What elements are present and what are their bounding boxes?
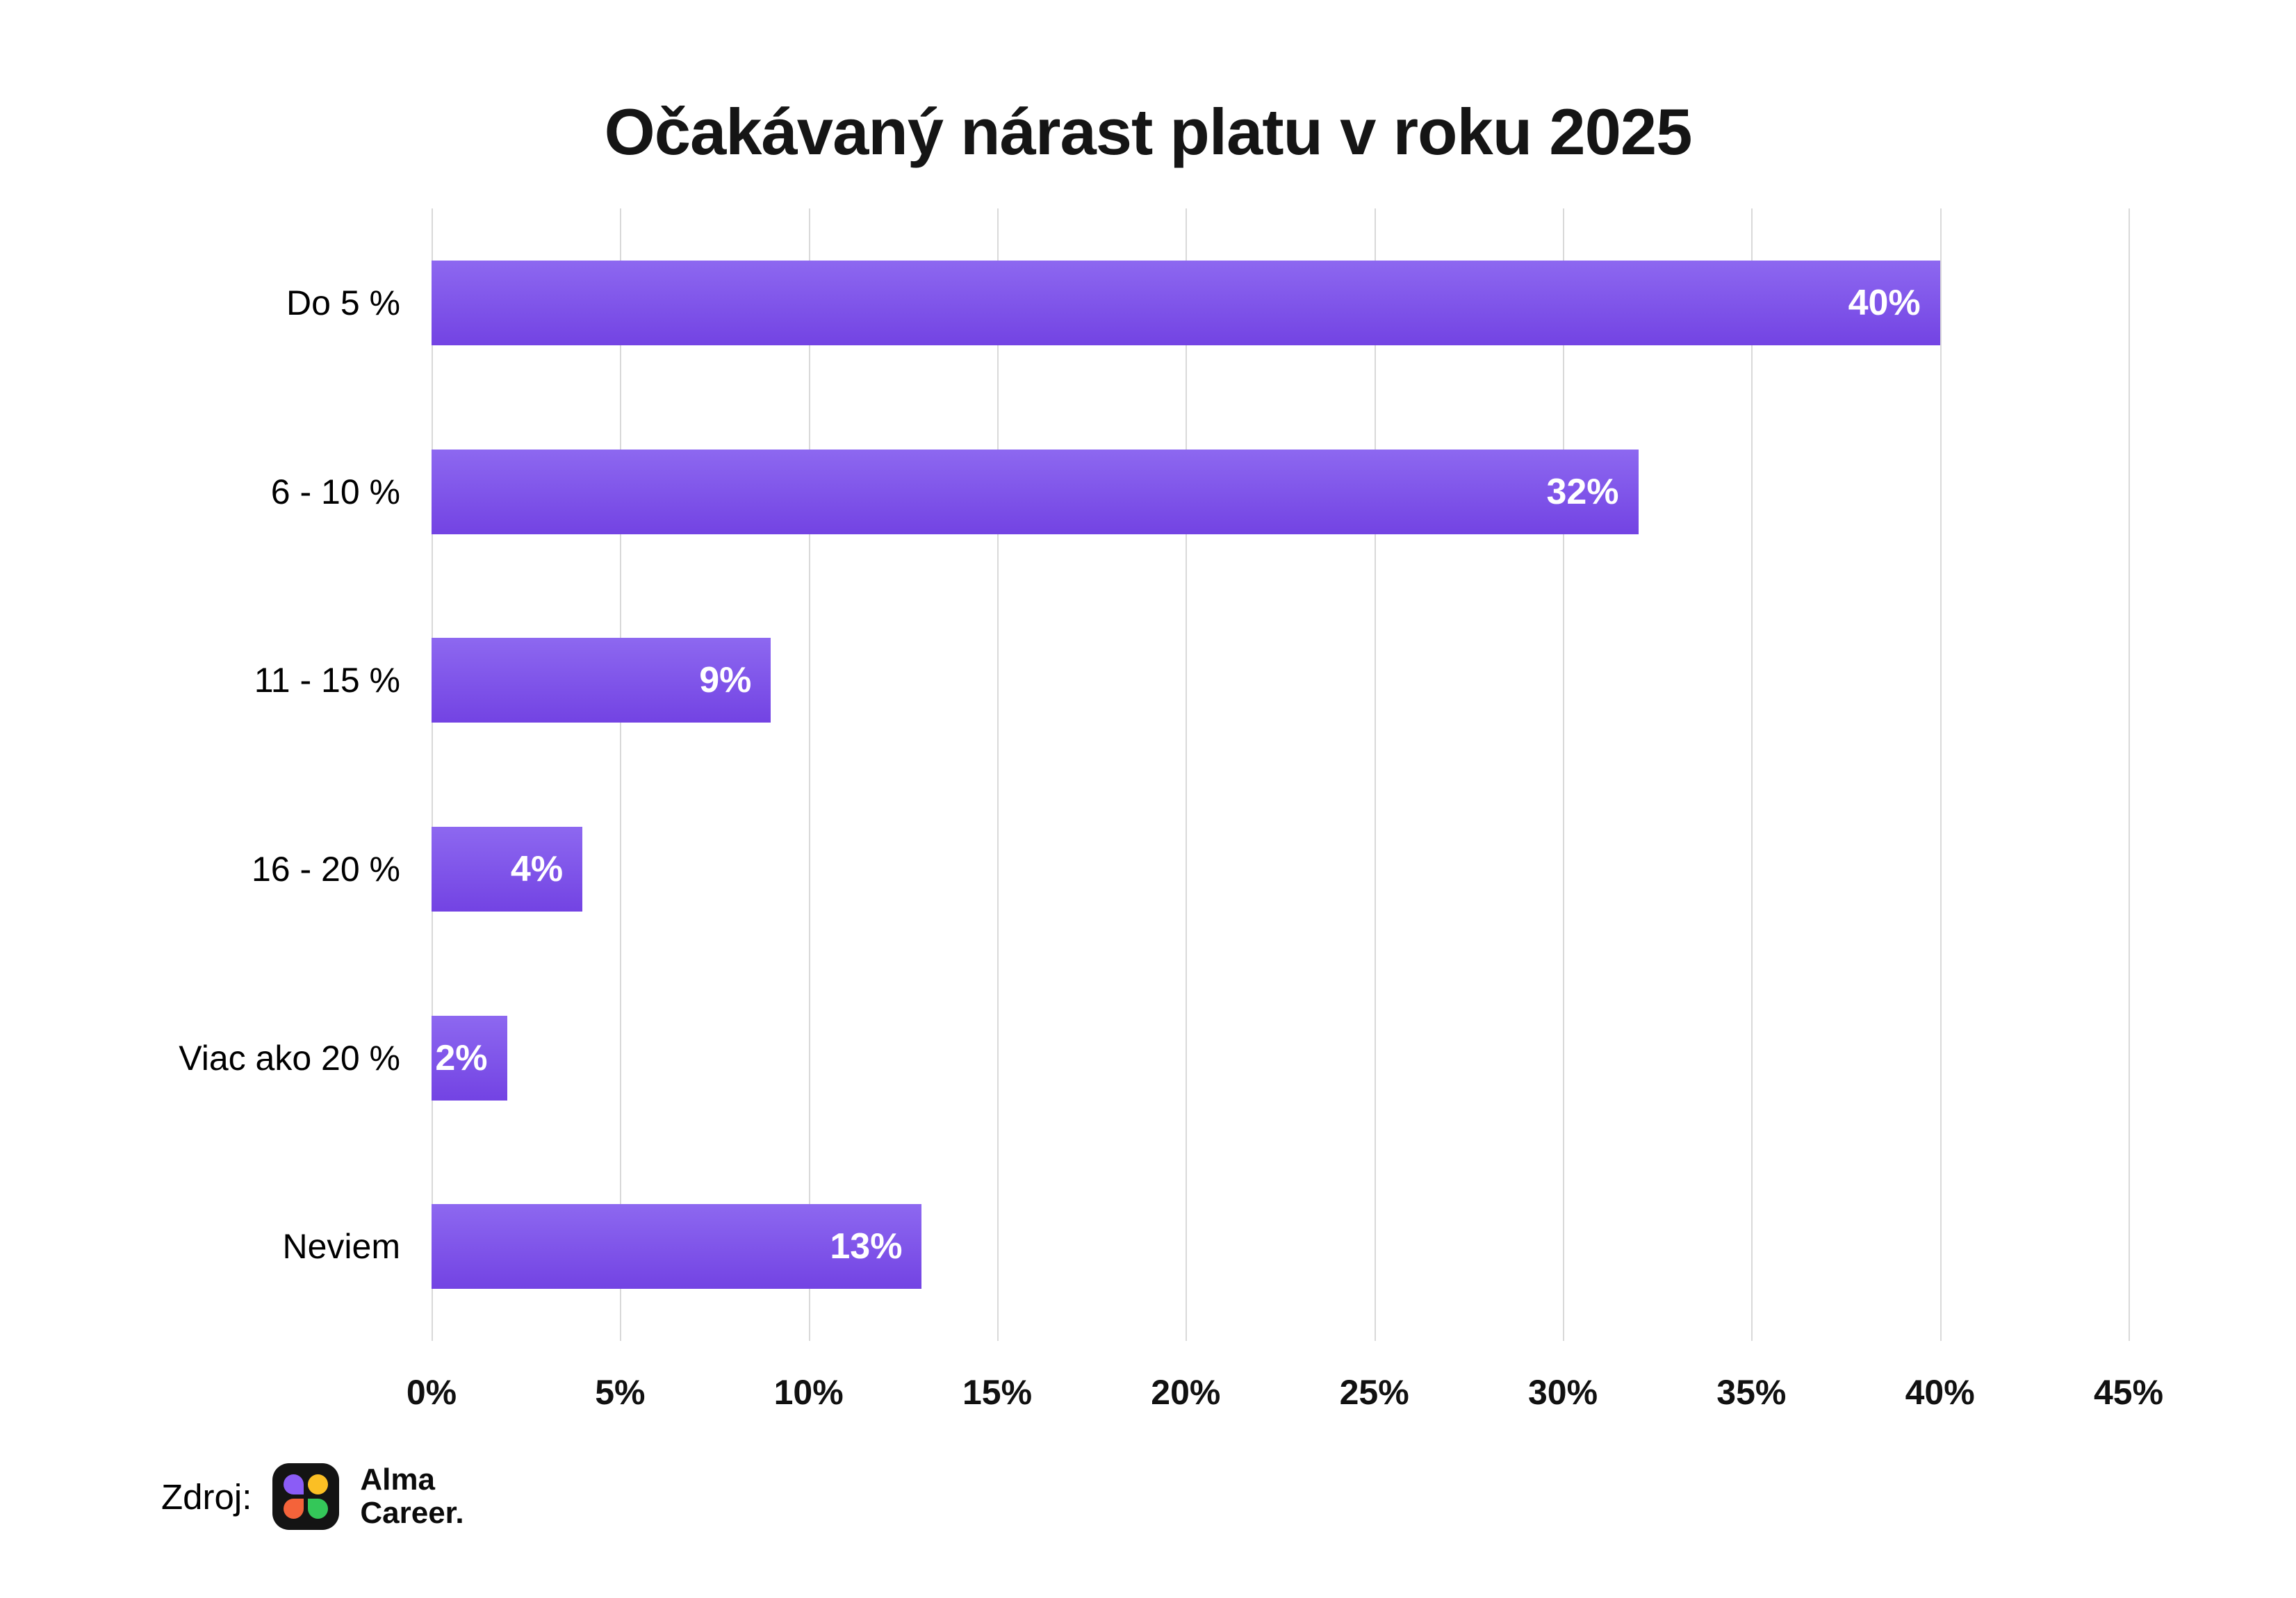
gridline: [1751, 208, 1753, 1341]
x-axis: 0% 5% 10% 15% 20% 25% 30% 35% 40% 45%: [407, 1372, 2163, 1428]
gridline: [1186, 208, 1188, 1341]
plot-area: Do 5 % 40% 6 - 10 % 32% 11 - 15 % 9% 16 - 20 %…: [179, 208, 2130, 1341]
logo-purple-shape-icon: [284, 1474, 304, 1495]
gridline: [808, 208, 810, 1341]
x-axis-tick-label: 20%: [1151, 1373, 1221, 1412]
logo-orange-shape-icon: [284, 1499, 304, 1519]
x-axis-tick-label: 25%: [1339, 1373, 1409, 1412]
x-axis-tick-label: 0%: [406, 1373, 457, 1412]
bar-value-label: 13%: [830, 1226, 903, 1267]
category-label: Do 5 %: [286, 283, 400, 322]
gridline: [2129, 208, 2130, 1341]
source-footer: Zdroj: Alma Career.: [161, 1463, 464, 1531]
brand-line-2: Career.: [360, 1496, 464, 1531]
bar: 40%: [432, 260, 1940, 345]
gridline: [1940, 208, 1942, 1341]
bar-value-label: 32%: [1546, 471, 1619, 512]
x-axis-tick-label: 45%: [2093, 1373, 2164, 1412]
bar-row: 11 - 15 % 9%: [254, 638, 2129, 723]
category-label: 16 - 20 %: [251, 849, 400, 889]
bar-row: 16 - 20 % 4%: [252, 826, 2129, 912]
bar-row: Do 5 % 40%: [286, 260, 2129, 345]
bar-row: Neviem 13%: [283, 1204, 2129, 1290]
bar: 13%: [432, 1204, 922, 1290]
x-axis-tick-label: 40%: [1905, 1373, 1975, 1412]
gridline: [432, 208, 433, 1341]
x-axis-tick-label: 35%: [1716, 1373, 1787, 1412]
x-axis-tick-label: 30%: [1527, 1373, 1598, 1412]
x-axis-tick-label: 15%: [962, 1373, 1033, 1412]
bar: 2%: [432, 1015, 507, 1101]
logo-green-shape-icon: [308, 1499, 329, 1519]
bar-row: 6 - 10 % 32%: [271, 449, 2129, 534]
gridline: [620, 208, 622, 1341]
gridline: [1374, 208, 1376, 1341]
brand-line-1: Alma: [360, 1463, 435, 1497]
category-label: 11 - 15 %: [254, 661, 400, 700]
brand-name: Alma Career.: [360, 1463, 464, 1531]
category-label: Viac ako 20 %: [179, 1038, 400, 1078]
gridline: [997, 208, 999, 1341]
x-axis-tick-label: 5%: [595, 1373, 646, 1412]
bar-value-label: 9%: [699, 660, 752, 701]
bar-value-label: 40%: [1848, 282, 1921, 323]
bar: 4%: [432, 826, 583, 912]
category-label: 6 - 10 %: [270, 472, 400, 511]
bar: 9%: [432, 638, 771, 723]
logo-yellow-shape-icon: [308, 1474, 329, 1495]
bar-value-label: 4%: [510, 848, 564, 889]
category-label: Neviem: [282, 1227, 400, 1267]
bar-value-label: 2%: [435, 1037, 488, 1078]
gridline: [1563, 208, 1564, 1341]
bar-row: Viac ako 20 % 2%: [179, 1015, 2129, 1101]
chart-title: Očakávaný nárast platu v roku 2025: [604, 95, 1693, 168]
alma-career-logo: [272, 1463, 340, 1531]
source-label: Zdroj:: [161, 1476, 252, 1517]
x-axis-tick-label: 10%: [773, 1373, 844, 1412]
bar: 32%: [432, 449, 1639, 534]
